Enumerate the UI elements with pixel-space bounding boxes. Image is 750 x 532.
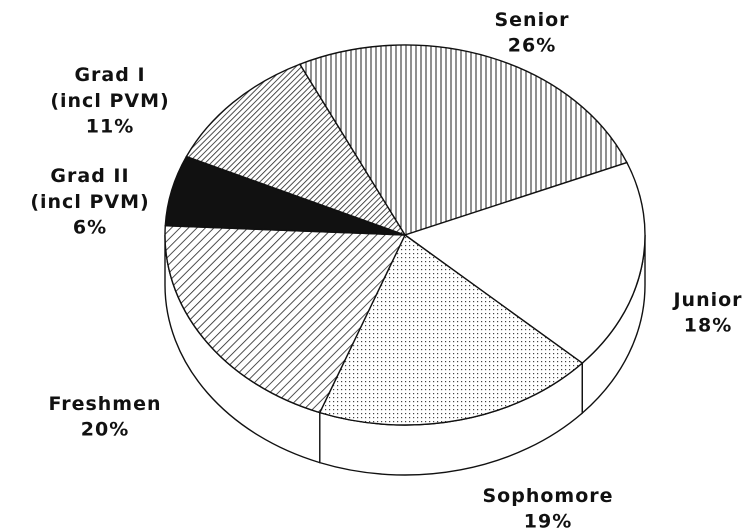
slice-label: Junior 18% <box>671 289 742 337</box>
slice-label: Senior 26% <box>494 9 569 57</box>
slice <box>298 44 628 236</box>
value-label: 6% <box>73 217 107 239</box>
value-label: 19% <box>524 511 572 532</box>
value-label: 20% <box>81 419 129 441</box>
slice <box>403 161 646 365</box>
category-label: Freshmen <box>48 393 161 415</box>
value-label: 11% <box>86 116 134 138</box>
category-label: Senior <box>494 9 569 31</box>
category-label: Grad II (incl PVM) <box>30 165 149 213</box>
category-label: Sophomore <box>482 485 613 507</box>
category-label: Grad I (incl PVM) <box>50 64 169 112</box>
value-label: 18% <box>684 315 732 337</box>
category-label: Junior <box>671 289 742 311</box>
value-label: 26% <box>508 35 556 57</box>
slice-label: Grad II (incl PVM) 6% <box>30 165 149 239</box>
slice <box>318 233 584 426</box>
slice-label: Sophomore 19% <box>482 485 613 532</box>
slice-label: Freshmen 20% <box>48 393 161 441</box>
slice <box>185 63 407 237</box>
slice-label: Grad I (incl PVM) 11% <box>50 64 169 138</box>
slice <box>164 224 407 414</box>
